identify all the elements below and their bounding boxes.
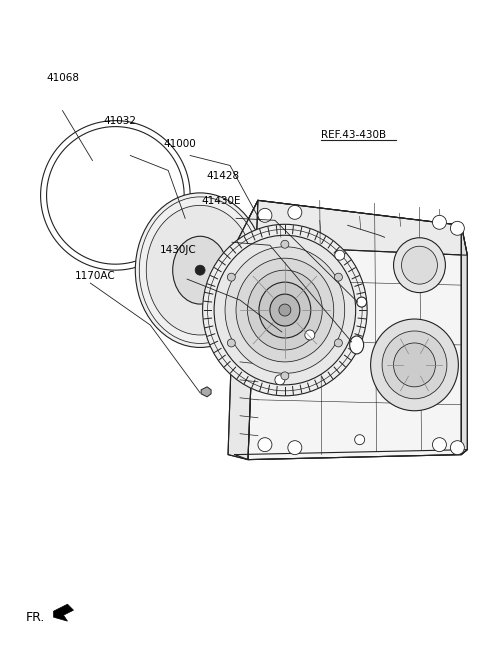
Ellipse shape — [402, 246, 437, 284]
Ellipse shape — [382, 331, 447, 399]
Text: 41068: 41068 — [46, 73, 79, 83]
Ellipse shape — [146, 206, 254, 335]
Circle shape — [432, 438, 446, 451]
Circle shape — [335, 250, 345, 260]
Circle shape — [305, 330, 315, 340]
Circle shape — [450, 441, 464, 455]
Polygon shape — [461, 225, 468, 455]
Ellipse shape — [203, 224, 367, 396]
Ellipse shape — [135, 193, 265, 348]
Circle shape — [279, 304, 291, 316]
Circle shape — [288, 441, 302, 455]
Circle shape — [450, 221, 464, 235]
Ellipse shape — [248, 270, 322, 350]
Ellipse shape — [350, 336, 364, 354]
Circle shape — [357, 297, 367, 307]
Polygon shape — [201, 387, 211, 397]
Text: 41430E: 41430E — [202, 196, 241, 206]
Ellipse shape — [394, 238, 445, 292]
Ellipse shape — [259, 282, 311, 338]
Polygon shape — [248, 200, 461, 460]
Circle shape — [258, 438, 272, 451]
Circle shape — [281, 240, 289, 248]
Circle shape — [195, 265, 205, 275]
Text: 41428: 41428 — [206, 171, 240, 181]
Circle shape — [228, 339, 235, 347]
Ellipse shape — [270, 294, 300, 326]
Ellipse shape — [173, 237, 228, 304]
Circle shape — [355, 435, 365, 445]
Ellipse shape — [214, 235, 356, 385]
Text: REF.43-430B: REF.43-430B — [322, 130, 386, 140]
Polygon shape — [228, 200, 258, 460]
Text: 1170AC: 1170AC — [75, 271, 116, 281]
Ellipse shape — [139, 197, 261, 344]
Circle shape — [335, 273, 342, 281]
Text: 41032: 41032 — [104, 116, 137, 126]
Ellipse shape — [371, 319, 458, 411]
Circle shape — [432, 215, 446, 229]
Circle shape — [335, 339, 342, 347]
Circle shape — [288, 206, 302, 219]
Ellipse shape — [225, 247, 345, 373]
Circle shape — [275, 375, 285, 385]
Circle shape — [281, 372, 289, 380]
Text: 1430JC: 1430JC — [159, 245, 196, 255]
Ellipse shape — [394, 343, 435, 387]
Polygon shape — [235, 200, 468, 255]
Text: 41000: 41000 — [163, 139, 196, 148]
Polygon shape — [54, 604, 73, 621]
Circle shape — [275, 315, 285, 325]
Text: FR.: FR. — [25, 610, 45, 623]
Circle shape — [228, 273, 235, 281]
Ellipse shape — [236, 258, 334, 362]
Circle shape — [258, 208, 272, 222]
